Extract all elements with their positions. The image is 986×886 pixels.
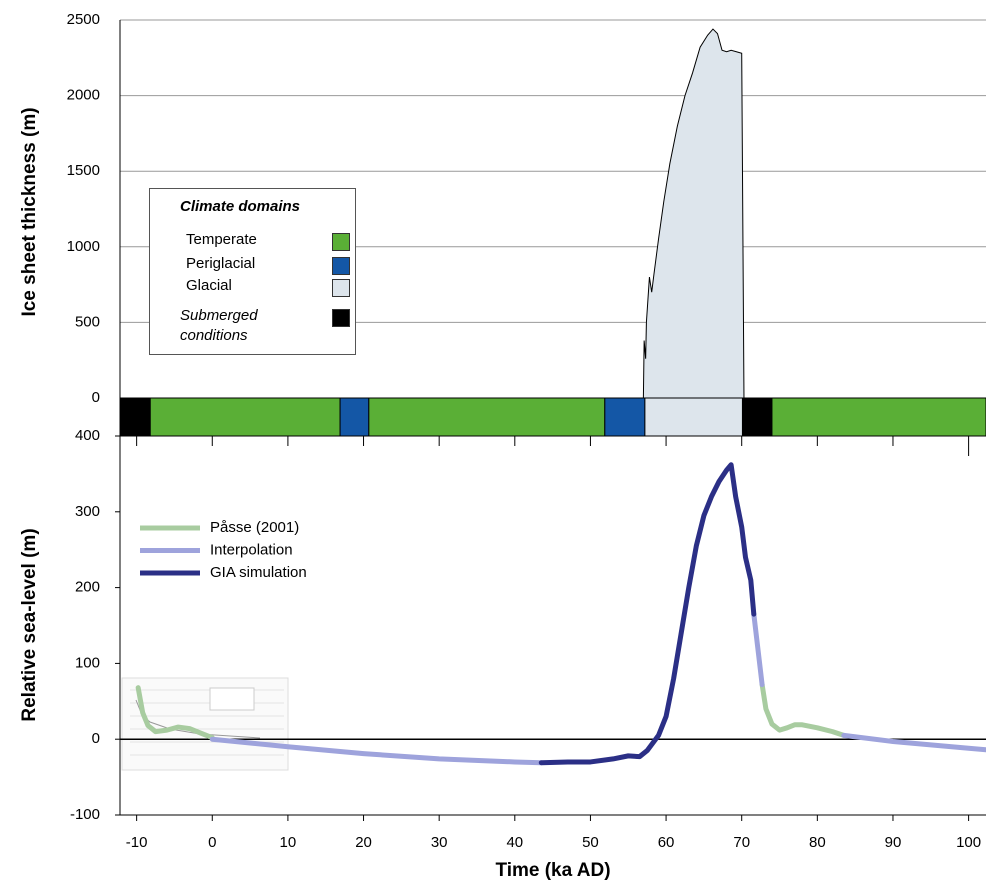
climate-segment: [604, 397, 646, 437]
legend-swatch: [332, 257, 350, 275]
legend-swatch: [332, 233, 350, 251]
y-tick-label: -100: [70, 806, 100, 823]
legend-label: Temperate: [186, 231, 257, 248]
legend-label: Submerged conditions: [180, 307, 258, 344]
x-tick-label: 80: [809, 834, 826, 851]
y-tick-label: 100: [75, 654, 100, 671]
legend-title: Climate domains: [180, 198, 301, 215]
y-tick-label: 0: [92, 730, 100, 747]
x-tick-label: 70: [733, 834, 750, 851]
x-tick-label: -10: [126, 834, 148, 851]
series-line: [209, 611, 986, 766]
y-tick-label: 0: [92, 389, 100, 406]
x-tick-label: 50: [582, 834, 599, 851]
legend-swatch: [332, 309, 350, 327]
x-tick-label: 10: [280, 834, 297, 851]
x-tick-label: 0: [208, 834, 216, 851]
y-tick-label: 2000: [67, 87, 100, 104]
x-tick-label: 30: [431, 834, 448, 851]
x-tick-label: 60: [658, 834, 675, 851]
legend-label: Glacial: [186, 277, 232, 294]
inset-thumbnail: [121, 677, 289, 771]
climate-segment: [339, 397, 370, 437]
series-line: [135, 682, 847, 741]
series-line: [538, 462, 757, 766]
x-tick-label: 100: [956, 834, 981, 851]
y-tick-label: 1000: [67, 238, 100, 255]
y-tick-label: 500: [75, 313, 100, 330]
y-tick-label: 1500: [67, 162, 100, 179]
x-axis-title: Time (ka AD): [495, 860, 610, 881]
legend: Climate domains Temperate Periglacial Glac…: [149, 188, 356, 355]
ice-thickness-area: [642, 28, 745, 399]
y-tick-label: 200: [75, 579, 100, 596]
y-tick-label: 400: [75, 427, 100, 444]
legend-swatch: [332, 279, 350, 297]
climate-segment: [368, 397, 606, 437]
x-tick-label: 90: [885, 834, 902, 851]
legend-label: Interpolation: [210, 541, 293, 558]
climate-segment: [119, 397, 151, 437]
climate-segment: [741, 397, 773, 437]
legend-label: Periglacial: [186, 255, 256, 272]
y-axis-title: Relative sea-level (m): [19, 528, 40, 721]
y-tick-label: 2500: [67, 11, 100, 28]
climate-segment: [771, 397, 986, 437]
climate-segment: [644, 397, 743, 437]
climate-segment: [149, 397, 341, 437]
legend-label: GIA simulation: [210, 564, 307, 581]
x-tick-label: 20: [355, 834, 372, 851]
y-axis-title: Ice sheet thickness (m): [19, 107, 40, 316]
y-tick-label: 300: [75, 503, 100, 520]
x-tick-label: 40: [506, 834, 523, 851]
legend-label: Påsse (2001): [210, 519, 299, 536]
